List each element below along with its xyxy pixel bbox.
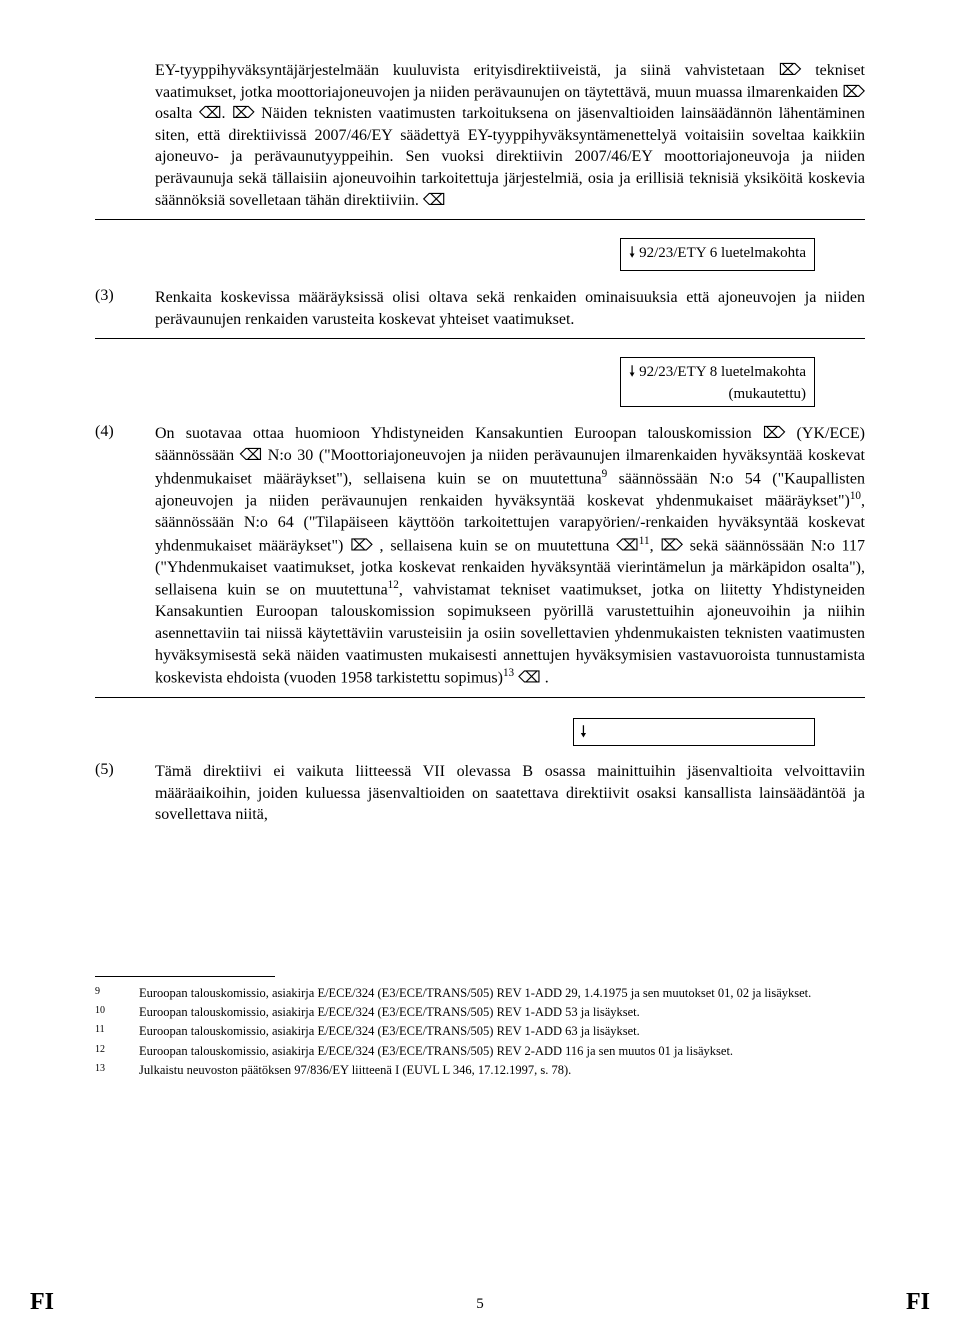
recital-number: (5) xyxy=(95,761,135,826)
fn-num: 9 xyxy=(95,985,115,1001)
fn-num: 13 xyxy=(95,1062,115,1078)
fn-num: 11 xyxy=(95,1023,115,1039)
footnotes-section: 9 Euroopan talouskomissio, asiakirja E/EC… xyxy=(95,976,865,1078)
down-arrow-icon: 🠗 xyxy=(580,721,587,748)
footer-page-number: 5 xyxy=(476,1296,484,1313)
footer-right: FI xyxy=(906,1289,930,1316)
recital-number: (4) xyxy=(95,423,135,689)
recital-text: Renkaita koskevissa määräyksissä olisi o… xyxy=(155,287,865,330)
ref4-line1: 🠗 92/23/ETY 8 luetelmakohta xyxy=(629,364,806,380)
empty-label-row: 🠗 xyxy=(95,698,865,751)
recital-5: (5) Tämä direktiivi ei vaikuta liitteess… xyxy=(95,761,865,826)
fn-num: 10 xyxy=(95,1004,115,1020)
footnote: 12 Euroopan talouskomissio, asiakirja E/E… xyxy=(95,1043,865,1059)
recital-3: (3) Renkaita koskevissa määräyksissä oli… xyxy=(95,287,865,330)
down-arrow-box: 🠗 xyxy=(573,718,815,746)
fn-text: Euroopan talouskomissio, asiakirja E/ECE… xyxy=(139,1023,865,1039)
reference-label-3: 🠗 92/23/ETY 6 luetelmakohta xyxy=(620,238,815,271)
reference-label-4: 🠗 92/23/ETY 8 luetelmakohta (mukautettu) xyxy=(620,357,815,407)
footnote-rule xyxy=(95,976,275,977)
footnote: 13 Julkaistu neuvoston päätöksen 97/836/E… xyxy=(95,1062,865,1078)
footer-left: FI xyxy=(30,1289,54,1316)
recital-text: Tämä direktiivi ei vaikuta liitteessä VI… xyxy=(155,761,865,826)
footnote: 10 Euroopan talouskomissio, asiakirja E/E… xyxy=(95,1004,865,1020)
fn-num: 12 xyxy=(95,1043,115,1059)
fn-text: Euroopan talouskomissio, asiakirja E/ECE… xyxy=(139,985,865,1001)
footnote: 11 Euroopan talouskomissio, asiakirja E/E… xyxy=(95,1023,865,1039)
ref4-line2: (mukautettu) xyxy=(729,386,806,402)
fn-text: Julkaistu neuvoston päätöksen 97/836/EY … xyxy=(139,1062,865,1078)
recital-4: (4) On suotavaa ottaa huomioon Yhdistyne… xyxy=(95,423,865,689)
footnote: 9 Euroopan talouskomissio, asiakirja E/EC… xyxy=(95,985,865,1001)
label-row-4: 🠗 92/23/ETY 8 luetelmakohta (mukautettu) xyxy=(95,339,865,413)
top-paragraph: EY-tyyppihyväksyntäjärjestelmään kuuluvi… xyxy=(155,60,865,211)
recital-number: (3) xyxy=(95,287,135,330)
page-footer: FI 5 FI xyxy=(0,1289,960,1316)
fn-text: Euroopan talouskomissio, asiakirja E/ECE… xyxy=(139,1004,865,1020)
document-page: EY-tyyppihyväksyntäjärjestelmään kuuluvi… xyxy=(0,0,960,1330)
fn-text: Euroopan talouskomissio, asiakirja E/ECE… xyxy=(139,1043,865,1059)
label-row-3: 🠗 92/23/ETY 6 luetelmakohta xyxy=(95,220,865,277)
recital-text: On suotavaa ottaa huomioon Yhdistyneiden… xyxy=(155,423,865,689)
